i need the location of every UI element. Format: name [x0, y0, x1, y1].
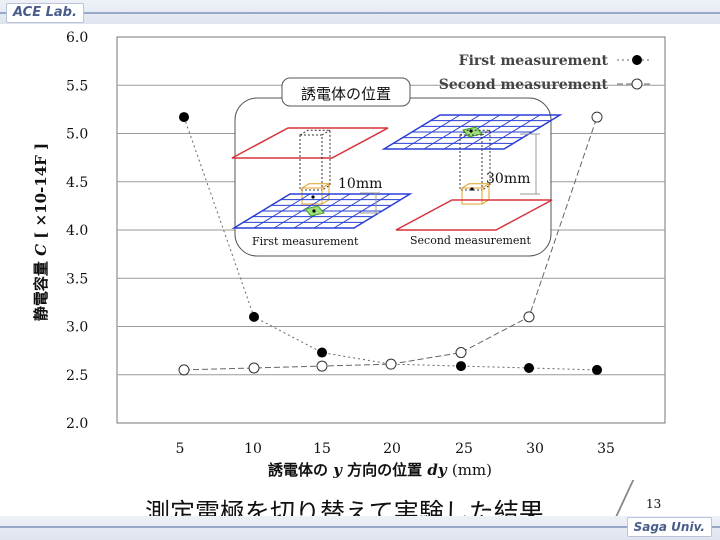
data-point: [385, 358, 397, 370]
data-point: [524, 362, 534, 373]
y-tick-label: 4.5: [66, 175, 88, 191]
data-point: [456, 361, 466, 372]
box-edges: [459, 129, 491, 191]
x-tick-label: 20: [383, 441, 401, 457]
box-edge: [321, 129, 331, 136]
y-tick-labels: 2.0 2.5 3.0 3.5 4.0 4.5 5.0 5.5 6.0: [66, 30, 88, 432]
box-edge: [321, 183, 330, 189]
axis-labels: 静電容量 C [ ×10-14F ] 誘電体の y 方向の位置 dy (mm): [32, 143, 492, 479]
dot-left-bottom: [312, 209, 316, 213]
legend-label: Second measurement: [439, 77, 609, 93]
data-point: [178, 364, 190, 376]
legend-marker: [631, 78, 643, 90]
footer-band: [0, 516, 720, 540]
lower-electrode-right: [395, 199, 553, 231]
series-group: [178, 111, 603, 376]
page-number: 13: [646, 497, 662, 511]
dot-right-bottom: [470, 187, 474, 191]
y-tick-label: 3.5: [66, 271, 88, 287]
y-tick-label: 6.0: [66, 30, 88, 46]
legend: First measurement Second measurement: [439, 53, 652, 93]
data-point: [523, 311, 535, 323]
box-edge: [481, 129, 491, 136]
x-axis-label: 誘電体の y 方向の位置 dy (mm): [268, 461, 492, 479]
gap-label-left: 10mm: [338, 176, 382, 192]
x-label-var: dy: [427, 461, 451, 479]
data-point: [455, 347, 467, 359]
inset-title-box: [281, 77, 411, 107]
x-tick-label: 15: [313, 441, 331, 457]
x-label-axis: y: [332, 461, 347, 479]
header-rule: [0, 12, 720, 14]
data-point: [317, 347, 327, 358]
box-face: [299, 134, 323, 191]
inset-diagram: 誘電体の位置 10mm First measurement 30mm Second me…: [231, 77, 563, 257]
box-edge: [481, 183, 490, 189]
box-face: [301, 187, 323, 205]
x-tick-label: 10: [244, 441, 262, 457]
x-tick-label: 25: [455, 441, 473, 457]
lab-logo: ACE Lab.: [6, 3, 84, 23]
upper-electrode-left: [231, 127, 389, 159]
x-tick-label: 30: [526, 441, 544, 457]
lower-grid-left: [231, 193, 413, 229]
y-label-symbol: C: [32, 239, 50, 256]
dielectric-block-left: [301, 183, 330, 205]
data-point: [248, 362, 260, 374]
x-tick-labels: 5 10 15 20 25 30 35: [176, 441, 615, 457]
legend-label: First measurement: [459, 53, 609, 69]
x-label-prefix: 誘電体の: [268, 461, 333, 479]
grid-lines: [117, 84, 665, 376]
inset-title: 誘電体の位置: [301, 85, 391, 103]
series-2: [178, 111, 603, 376]
gap-label-right: 30mm: [486, 171, 530, 187]
dot-left-top: [311, 195, 315, 199]
university-logo: Saga Univ.: [626, 517, 712, 537]
data-point: [316, 360, 328, 372]
inset-caption-right: Second measurement: [410, 234, 531, 247]
grid-plate-line: [483, 114, 541, 150]
inset-caption-left: First measurement: [252, 235, 359, 248]
dielectric-path-left: [299, 129, 331, 191]
y-tick-label: 2.0: [66, 416, 88, 432]
y-tick-label: 5.0: [66, 127, 88, 143]
x-label-unit: (mm): [452, 461, 492, 479]
data-point: [591, 111, 603, 123]
x-tick-label: 5: [176, 441, 185, 457]
y-label-prefix: 静電容量: [32, 256, 50, 321]
x-label-suffix: 方向の位置: [347, 461, 427, 479]
dot-right-top: [469, 129, 473, 133]
grid-plate-line: [333, 193, 391, 229]
x-tick-label: 35: [597, 441, 615, 457]
y-tick-label: 2.5: [66, 368, 88, 384]
y-label-unit: [ ×10-14F ]: [32, 143, 50, 239]
y-tick-label: 4.0: [66, 223, 88, 239]
y-axis-label: 静電容量 C [ ×10-14F ]: [32, 143, 50, 321]
footer-rule: [0, 526, 720, 528]
data-point: [592, 364, 602, 375]
box-edges: [299, 129, 331, 191]
data-point: [179, 112, 189, 123]
y-tick-label: 5.5: [66, 78, 88, 94]
data-point: [249, 311, 259, 322]
y-tick-label: 3.0: [66, 320, 88, 336]
legend-marker: [632, 55, 642, 65]
